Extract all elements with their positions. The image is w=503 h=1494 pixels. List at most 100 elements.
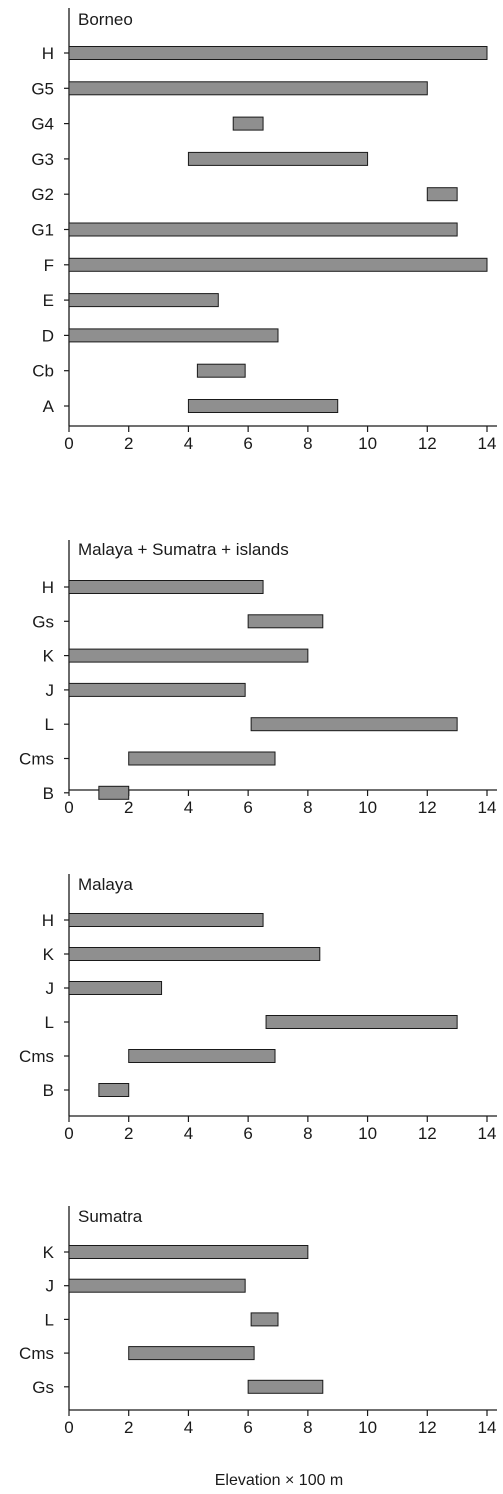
- x-tick-label: 12: [418, 1418, 437, 1437]
- x-axis-label: Elevation × 100 m: [215, 1472, 344, 1489]
- range-bar-Cms: [128, 751, 276, 766]
- category-label: G5: [31, 79, 54, 98]
- chart-panel-4: Sumatra 0 2 4 6 8 10 12 14 KJL Cms Gs: [19, 1206, 497, 1437]
- range-bar-A: [187, 399, 339, 413]
- range-bar-J: [68, 682, 246, 697]
- category-label: G2: [31, 185, 54, 204]
- x-tick-label: 0: [64, 1124, 73, 1143]
- category-label: J: [46, 1277, 55, 1296]
- x-tick-label: 12: [418, 798, 437, 817]
- x-tick-label: 12: [418, 434, 437, 453]
- x-tick-label: 8: [303, 434, 312, 453]
- x-tick-label: 0: [64, 798, 73, 817]
- x-tick-label: 10: [358, 1418, 377, 1437]
- x-tick-label: 14: [478, 1124, 497, 1143]
- x-tick-label: 2: [124, 798, 133, 817]
- range-bar-B: [98, 785, 130, 800]
- x-tick-label: 10: [358, 1124, 377, 1143]
- range-bar-D: [68, 328, 279, 343]
- range-bar-L: [265, 1015, 458, 1029]
- category-label: Cms: [19, 750, 54, 769]
- x-tick-label: 6: [243, 798, 252, 817]
- range-bar-Gs: [247, 614, 324, 629]
- range-bar-Gs: [247, 1379, 324, 1394]
- category-label: J: [46, 979, 55, 998]
- range-bar-F: [68, 257, 488, 272]
- x-tick-label: 8: [303, 798, 312, 817]
- range-bar-Cb: [196, 363, 246, 378]
- x-tick-label: 4: [184, 434, 193, 453]
- category-label: Cms: [19, 1047, 54, 1066]
- range-bar-H: [68, 46, 488, 60]
- range-bar-B: [98, 1083, 130, 1097]
- category-label: Cms: [19, 1344, 54, 1363]
- category-label: Gs: [32, 1378, 54, 1397]
- range-bar-J: [68, 981, 163, 995]
- x-tick-label: 6: [243, 1418, 252, 1437]
- x-tick-label: 4: [184, 1418, 193, 1437]
- category-label: H: [42, 911, 54, 930]
- x-tick-label: 8: [303, 1418, 312, 1437]
- panel-title: Malaya: [78, 875, 133, 894]
- category-label: D: [42, 326, 54, 345]
- range-bar-Cms: [128, 1049, 276, 1063]
- x-tick-label: 2: [124, 1418, 133, 1437]
- range-bar-H: [68, 580, 264, 594]
- category-label: H: [42, 578, 54, 597]
- category-label: H: [42, 44, 54, 63]
- x-tick-label: 6: [243, 434, 252, 453]
- category-label: E: [43, 291, 54, 310]
- x-tick-label: 2: [124, 1124, 133, 1143]
- category-label: B: [43, 1081, 54, 1100]
- category-label: L: [45, 715, 54, 734]
- x-tick-label: 14: [478, 434, 497, 453]
- range-bar-G3: [187, 151, 369, 166]
- category-label: G3: [31, 150, 54, 169]
- category-label: F: [44, 256, 54, 275]
- x-tick-label: 4: [184, 798, 193, 817]
- x-tick-label: 14: [478, 1418, 497, 1437]
- x-tick-label: 14: [478, 798, 497, 817]
- x-tick-label: 10: [358, 434, 377, 453]
- chart-panel-1: Borneo 0 2 4 6 8 10 12 14 H G5 G4 G3 G2 G1 FED Cb A: [31, 8, 497, 453]
- range-bar-H: [68, 913, 264, 927]
- range-bar-K: [68, 1245, 309, 1259]
- range-bar-L: [250, 1312, 279, 1327]
- range-bar-Cms: [128, 1346, 255, 1361]
- panel-title: Malaya + Sumatra + islands: [78, 540, 289, 559]
- category-label: G1: [31, 221, 54, 240]
- category-label: J: [46, 681, 55, 700]
- x-tick-label: 0: [64, 434, 73, 453]
- category-label: K: [43, 1243, 55, 1262]
- range-bar-K: [68, 648, 309, 663]
- x-tick-label: 6: [243, 1124, 252, 1143]
- category-label: Gs: [32, 612, 54, 631]
- range-bar-G2: [426, 187, 458, 202]
- range-bar-G1: [68, 222, 458, 237]
- category-label: K: [43, 647, 55, 666]
- panel-title: Borneo: [78, 10, 133, 29]
- x-tick-label: 8: [303, 1124, 312, 1143]
- category-label: G4: [31, 115, 54, 134]
- x-tick-label: 4: [184, 1124, 193, 1143]
- category-label: B: [43, 784, 54, 803]
- x-tick-label: 10: [358, 798, 377, 817]
- x-tick-label: 2: [124, 434, 133, 453]
- category-label: K: [43, 945, 55, 964]
- range-bar-G5: [68, 81, 428, 96]
- panel-title: Sumatra: [78, 1207, 143, 1226]
- x-tick-label: 12: [418, 1124, 437, 1143]
- range-bar-J: [68, 1278, 246, 1293]
- range-bar-G4: [232, 116, 264, 131]
- category-label: A: [43, 397, 55, 416]
- category-label: L: [45, 1310, 54, 1329]
- category-label: Cb: [32, 362, 54, 381]
- range-bar-K: [68, 947, 321, 961]
- range-bar-E: [68, 293, 219, 308]
- range-bar-L: [250, 717, 458, 732]
- x-tick-label: 0: [64, 1418, 73, 1437]
- category-label: L: [45, 1013, 54, 1032]
- chart-panel-2: Malaya + Sumatra + islands 0 2 4 6 8 10 12 14 H Gs…: [19, 540, 497, 817]
